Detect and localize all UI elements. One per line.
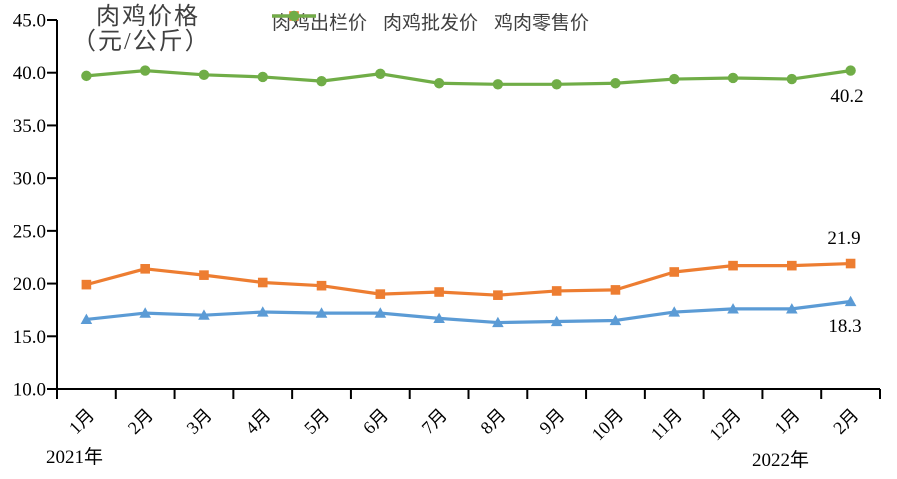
marker-circle-retail-price: [845, 65, 856, 76]
marker-square-wholesale-price: [316, 280, 327, 291]
marker-square-wholesale-price: [610, 285, 621, 295]
marker-triangle-farmgate-price: [668, 306, 681, 317]
end-label-wholesale-price: 21.9: [827, 228, 860, 249]
legend-item-retail-price: 鸡肉零售价: [272, 8, 590, 35]
legend-item-wholesale-price: 肉鸡批发价: [272, 8, 479, 35]
marker-triangle-farmgate-price: [786, 303, 798, 314]
marker-triangle-farmgate-price: [492, 316, 504, 328]
series-line-wholesale-price: [84, 261, 853, 297]
series-line-retail-price: [84, 69, 853, 86]
end-label-farmgate-price: 18.3: [828, 316, 861, 337]
x-axis-tick-label: 11月: [647, 405, 686, 444]
x-axis-tick-label: 1月: [65, 405, 98, 438]
end-label-retail-price: 40.2: [830, 86, 863, 107]
marker-square-wholesale-price: [375, 289, 386, 299]
marker-triangle-farmgate-price: [198, 309, 210, 320]
x-axis-tick-label: 4月: [241, 405, 274, 438]
x-axis-tick-label: 8月: [476, 405, 509, 438]
y-axis-tick-label: 45.0: [13, 11, 46, 32]
marker-square-wholesale-price: [551, 286, 562, 296]
chart-title: 肉鸡价格 （元/公斤）: [72, 5, 211, 55]
x-axis-tick-label: 7月: [418, 405, 451, 438]
legend-label-wholesale-price: 肉鸡批发价: [383, 13, 479, 34]
x-axis-tick-label: 10月: [588, 405, 628, 445]
x-axis-tick-label: 3月: [183, 405, 216, 438]
marker-circle-retail-price: [433, 78, 445, 89]
marker-square-wholesale-price: [669, 267, 680, 277]
marker-triangle-farmgate-price: [139, 307, 151, 318]
marker-square-wholesale-price: [81, 279, 92, 290]
marker-triangle-farmgate-price: [80, 313, 93, 325]
y-axis-labels: 45.0 40.0 35.0 30.0 25.0 20.0 15.0 10.0: [13, 11, 46, 401]
marker-square-wholesale-price: [434, 287, 444, 297]
marker-circle-retail-price: [198, 69, 210, 81]
marker-square-wholesale-price: [787, 260, 797, 271]
chart-title-line1: 肉鸡价格: [96, 4, 200, 30]
marker-square-wholesale-price: [140, 264, 150, 274]
y-axis-tick-label: 35.0: [13, 116, 46, 137]
marker-circle-retail-price: [257, 71, 268, 83]
marker-circle-retail-price: [375, 68, 386, 79]
x-axis-tick-label: 5月: [300, 405, 333, 438]
year-label-2022: 2022年: [752, 449, 809, 471]
y-axis-tick-label: 20.0: [13, 274, 46, 295]
marker-square-wholesale-price: [728, 260, 738, 271]
legend: 肉鸡出栏价 肉鸡批发价 鸡肉零售价: [272, 8, 589, 35]
marker-triangle-farmgate-price: [374, 307, 387, 318]
y-axis-tick-label: 40.0: [13, 63, 46, 84]
x-axis-tick-label: 12月: [705, 405, 745, 445]
marker-triangle-farmgate-price: [315, 307, 328, 318]
marker-square-wholesale-price: [493, 290, 503, 300]
legend-line-circle-icon: [272, 10, 316, 22]
marker-triangle-farmgate-price: [727, 303, 739, 314]
x-axis-tick-label: 2月: [124, 405, 157, 438]
x-axis-tick-label: 6月: [359, 405, 392, 438]
marker-circle-retail-price: [786, 73, 798, 85]
marker-circle-retail-price: [316, 75, 327, 87]
marker-circle-retail-price: [139, 65, 151, 76]
series-line-farmgate-price: [84, 299, 853, 325]
marker-circle-retail-price: [727, 72, 739, 84]
x-axis-tick-label: 9月: [535, 405, 568, 438]
marker-circle-retail-price: [81, 70, 92, 82]
marker-triangle-farmgate-price: [256, 306, 269, 317]
x-axis-tick-label: 1月: [770, 405, 803, 438]
marker-circle-retail-price: [492, 79, 504, 90]
marker-circle-retail-price: [610, 78, 621, 89]
x-axis-tick-label: 2月: [829, 405, 862, 438]
chart-title-line2: （元/公斤）: [72, 29, 211, 55]
legend-label-retail-price: 鸡肉零售价: [494, 13, 590, 34]
marker-triangle-farmgate-price: [433, 312, 445, 323]
marker-square-wholesale-price: [257, 277, 268, 288]
marker-square-wholesale-price: [199, 270, 209, 280]
x-axis-labels: 1月 2月 3月 4月 5月 6月 7月 8月 9月 10月 11月 12月 1月 2月: [65, 405, 862, 445]
marker-square-wholesale-price: [845, 258, 856, 269]
y-axis-tick-label: 25.0: [13, 221, 46, 242]
y-axis-tick-label: 15.0: [13, 327, 46, 348]
marker-circle-retail-price: [551, 79, 562, 90]
marker-triangle-farmgate-price: [609, 314, 622, 326]
series-lines: [80, 65, 857, 328]
marker-triangle-farmgate-price: [550, 315, 563, 327]
marker-circle-retail-price: [669, 73, 680, 85]
y-axis-tick-label: 30.0: [13, 169, 46, 190]
marker-circle-retail-price: [288, 10, 300, 22]
axes: [47, 19, 881, 399]
marker-triangle-farmgate-price: [844, 295, 857, 307]
y-axis-tick-label: 10.0: [13, 380, 46, 401]
year-label-2021: 2021年: [46, 446, 103, 468]
